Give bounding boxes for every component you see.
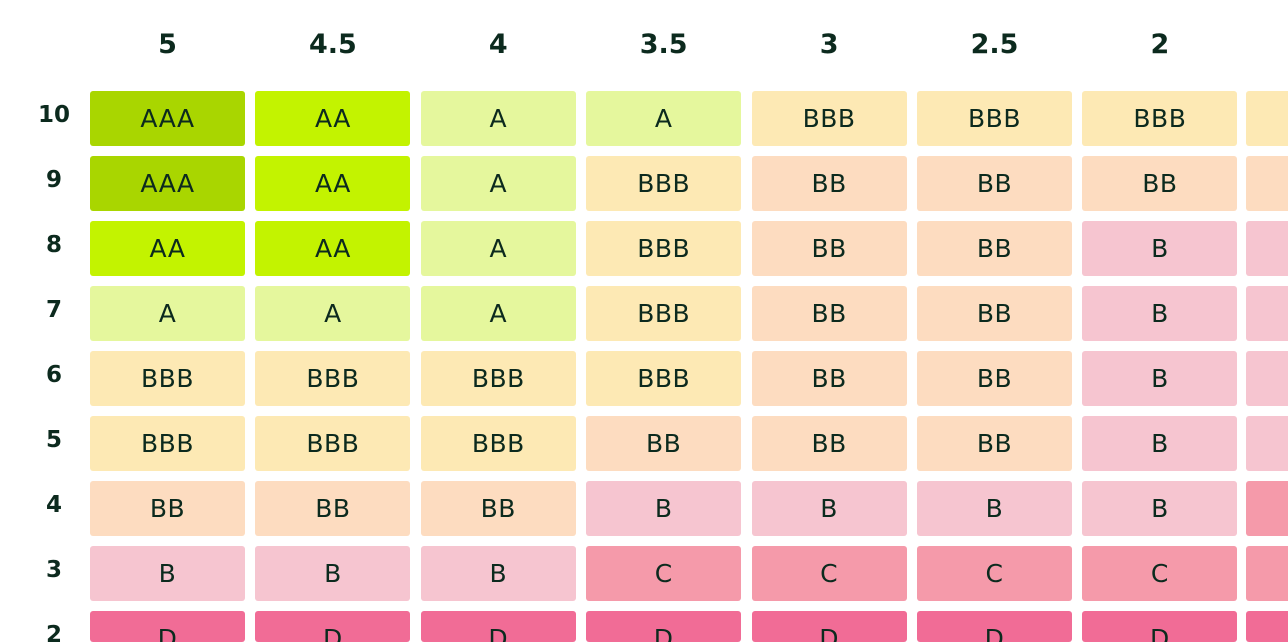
cut-off-cell: [1246, 351, 1288, 406]
rating-cell: D: [1082, 611, 1238, 642]
row-header: 3: [45, 557, 62, 583]
rating-cell: A: [255, 286, 411, 341]
rating-cell: BBB: [90, 416, 245, 471]
column-header: 3: [819, 29, 839, 60]
rating-cell: A: [420, 156, 576, 211]
rating-cell: B: [751, 481, 907, 536]
cut-off-cell: [1246, 416, 1288, 471]
rating-cell: AA: [255, 91, 411, 146]
rating-cell: BB: [917, 156, 1072, 211]
rating-cell: BB: [917, 351, 1072, 406]
rating-cell: BB: [1082, 156, 1238, 211]
cut-off-cell: [1246, 91, 1288, 146]
row-header: 2: [45, 622, 62, 642]
rating-cell: A: [586, 91, 742, 146]
rating-cell: D: [255, 611, 411, 642]
column-header: 5: [158, 29, 177, 60]
rating-cell: BBB: [255, 351, 411, 406]
rating-cell: A: [420, 286, 576, 341]
rating-cell: BB: [917, 286, 1072, 341]
row-header: 5: [45, 427, 62, 453]
rating-cell: D: [420, 611, 576, 642]
rating-cell: BB: [751, 221, 907, 276]
cut-off-cell: [1246, 221, 1288, 276]
rating-cell: BBB: [1082, 91, 1238, 146]
rating-cell: BBB: [420, 416, 576, 471]
rating-cell: AA: [255, 221, 411, 276]
rating-cell: B: [1082, 221, 1238, 276]
rating-cell: BBB: [90, 351, 245, 406]
column-header: 2: [1150, 29, 1170, 60]
cut-off-cell: [1246, 546, 1288, 601]
rating-cell: C: [751, 546, 907, 601]
rating-cell: A: [420, 221, 576, 276]
row-header: 8: [45, 232, 62, 258]
rating-cell: BB: [917, 416, 1072, 471]
row-header: 4: [45, 492, 62, 518]
rating-cell: B: [1082, 286, 1238, 341]
rating-cell: BB: [90, 481, 245, 536]
row-header: 6: [45, 362, 62, 388]
rating-cell: A: [420, 91, 576, 146]
rating-cell: BBB: [586, 286, 742, 341]
rating-cell: D: [917, 611, 1072, 642]
rating-cell: C: [586, 546, 742, 601]
rating-cell: BB: [586, 416, 742, 471]
rating-cell: AA: [255, 156, 411, 211]
rating-cell: AAA: [90, 91, 245, 146]
rating-cell: BB: [751, 286, 907, 341]
rating-cell: BBB: [917, 91, 1072, 146]
rating-cell: BB: [751, 416, 907, 471]
rating-cell: BB: [751, 351, 907, 406]
rating-cell: D: [90, 611, 245, 642]
rating-cell: B: [1082, 351, 1238, 406]
rating-cell: D: [751, 611, 907, 642]
rating-cell: C: [1082, 546, 1238, 601]
row-header: 9: [45, 167, 62, 193]
rating-cell: B: [1082, 481, 1238, 536]
rating-cell: BBB: [586, 221, 742, 276]
rating-cell: BBB: [751, 91, 907, 146]
rating-cell: B: [1082, 416, 1238, 471]
rating-cell: BBB: [420, 351, 576, 406]
row-header: 7: [45, 297, 62, 323]
rating-cell: B: [90, 546, 245, 601]
rating-cell: BBB: [586, 156, 742, 211]
rating-cell: BB: [917, 221, 1072, 276]
cut-off-cell: [1246, 611, 1288, 642]
rating-cell: AA: [90, 221, 245, 276]
rating-cell: BBB: [255, 416, 411, 471]
cut-off-cell: [1246, 286, 1288, 341]
rating-cell: D: [586, 611, 742, 642]
column-header: 2.5: [970, 29, 1019, 60]
rating-cell: B: [255, 546, 411, 601]
rating-cell: A: [90, 286, 245, 341]
rating-cell: B: [420, 546, 576, 601]
rating-cell: B: [917, 481, 1072, 536]
column-header: 4: [488, 29, 508, 60]
cut-off-cell: [1246, 481, 1288, 536]
rating-cell: B: [586, 481, 742, 536]
rating-cell: BB: [255, 481, 411, 536]
column-header: 3.5: [639, 29, 688, 60]
rating-cell: AAA: [90, 156, 245, 211]
rating-cell: BB: [420, 481, 576, 536]
rating-cell: BB: [751, 156, 907, 211]
row-header: 10: [37, 102, 70, 128]
rating-cell: BBB: [586, 351, 742, 406]
rating-cell: C: [917, 546, 1072, 601]
column-header: 4.5: [308, 29, 357, 60]
cut-off-cell: [1246, 156, 1288, 211]
